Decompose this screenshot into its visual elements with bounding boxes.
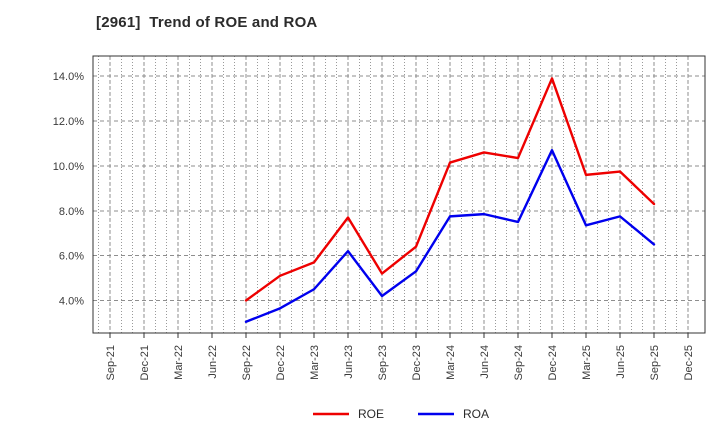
- x-axis-tick-label: Mar-24: [445, 345, 457, 380]
- x-axis-ticks: Sep-21 Dec-21 Mar-22 Jun-22 Sep-22 Dec-22 Mar-…: [105, 333, 695, 380]
- plot-frame: [92, 55, 706, 334]
- legend-label-roe: ROE: [358, 407, 384, 421]
- y-axis-tick-label: 10.0%: [53, 161, 84, 173]
- x-gridlines-minor: [98, 56, 689, 333]
- x-axis-tick-label: Sep-24: [513, 345, 525, 380]
- x-axis-tick-label: Sep-22: [241, 345, 253, 380]
- chart-title: [2961] Trend of ROE and ROA: [96, 14, 318, 31]
- legend-label-roa: ROA: [463, 407, 489, 421]
- data-series-group: [244, 77, 656, 323]
- x-axis-tick-label: Jun-25: [615, 345, 627, 379]
- x-axis-tick-label: Jun-23: [343, 345, 355, 379]
- y-axis-tick-label: 6.0%: [59, 251, 84, 263]
- y-axis-tick-label: 8.0%: [59, 206, 84, 218]
- x-axis-tick-label: Sep-21: [105, 345, 117, 380]
- x-axis-tick-label: Sep-25: [649, 345, 661, 380]
- x-axis-tick-label: Dec-22: [275, 345, 287, 380]
- chart-legend: ROE ROA: [313, 407, 489, 421]
- y-axis-tick-label: 4.0%: [59, 295, 84, 307]
- x-axis-tick-label: Jun-22: [207, 345, 219, 379]
- x-axis-tick-label: Dec-23: [411, 345, 423, 380]
- x-axis-tick-label: Jun-24: [479, 345, 491, 379]
- x-axis-tick-label: Mar-23: [309, 345, 321, 380]
- x-axis-tick-label: Sep-23: [377, 345, 389, 380]
- y-axis-tick-label: 14.0%: [53, 71, 84, 83]
- series-line-roe: [244, 77, 656, 302]
- x-axis-tick-label: Dec-21: [139, 345, 151, 380]
- y-axis-tick-label: 12.0%: [53, 116, 84, 128]
- x-gridlines-major: [109, 56, 689, 333]
- x-axis-tick-label: Dec-25: [683, 345, 695, 380]
- y-gridlines: 4.0% 6.0% 8.0% 10.0% 12.0% 14.0%: [53, 71, 705, 307]
- x-axis-tick-label: Mar-25: [581, 345, 593, 380]
- x-axis-tick-label: Mar-22: [173, 345, 185, 380]
- series-line-roa: [244, 148, 656, 323]
- x-axis-tick-label: Dec-24: [547, 345, 559, 380]
